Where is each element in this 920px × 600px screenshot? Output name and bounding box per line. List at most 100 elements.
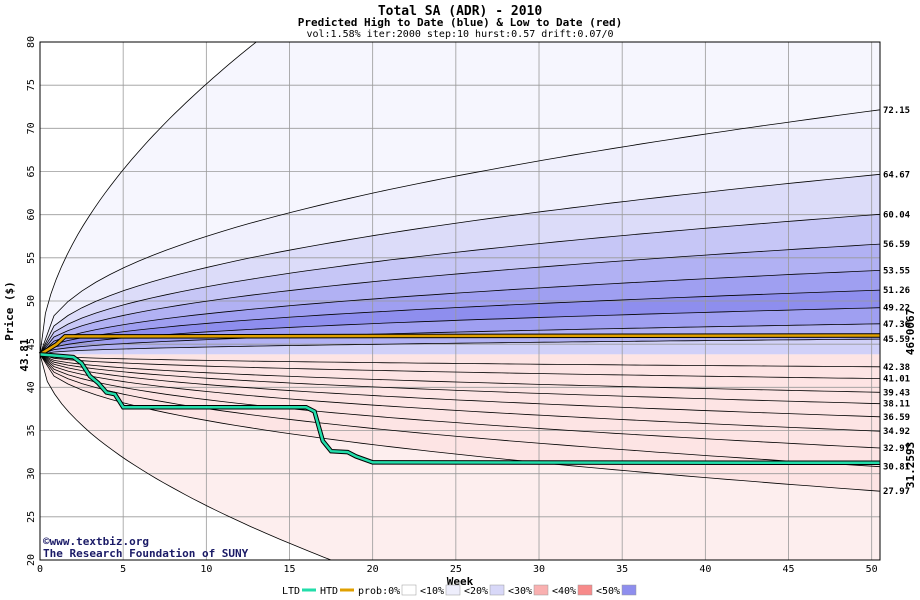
x-tick-label: 35 (616, 564, 628, 575)
x-tick-label: 10 (200, 564, 212, 575)
grid (39, 41, 880, 561)
x-tick-label: 30 (533, 564, 545, 575)
y-tick-label: 50 (26, 295, 37, 307)
band-boundary-line (39, 354, 881, 432)
band-boundary-line (39, 354, 881, 468)
y-tick-label: 20 (26, 554, 37, 566)
y-tick-label: 45 (26, 338, 37, 350)
y-tick-label: 35 (26, 424, 37, 436)
credit-site: www.textbiz.org (50, 535, 149, 548)
htd-price-label: 31.2593 (904, 442, 917, 488)
legend-label: <20% (464, 586, 488, 597)
band-boundary-line (39, 323, 881, 355)
band-end-label: 34.92 (883, 427, 910, 437)
y-tick-label: 65 (26, 165, 37, 177)
band-end-label: 42.38 (883, 363, 910, 373)
high-band (40, 270, 880, 355)
band-boundary-line (39, 41, 880, 355)
band-end-label: 47.36 (883, 320, 910, 330)
band-end-label: 72.15 (883, 106, 910, 116)
legend-label: <40% (552, 586, 576, 597)
band-boundary-line (39, 289, 881, 355)
chart-title: Total SA (ADR) - 2010 (378, 4, 543, 19)
band-boundary-line (39, 270, 881, 355)
band-boundary-line (39, 243, 881, 355)
high-band (40, 244, 880, 355)
series-lines (38, 41, 881, 561)
legend-label: prob:0% (358, 586, 400, 597)
band-end-label: 41.01 (883, 375, 910, 385)
legend-label: LTD (282, 586, 300, 597)
band-boundary-line (39, 307, 881, 355)
y-tick-label: 55 (26, 252, 37, 264)
band-end-label: 49.22 (883, 304, 910, 314)
band-end-labels: 72.15 64.67 60.04 56.59 53.55 51.26 49.22 47.36… (883, 106, 911, 497)
band-boundary-line (39, 213, 881, 355)
x-tick-label: 25 (450, 564, 462, 575)
band-boundary-line (39, 354, 880, 561)
high-band (40, 174, 880, 355)
high-band (40, 42, 880, 355)
band-end-label: 56.59 (883, 240, 910, 250)
y-axis-label: Price ($) (3, 281, 16, 341)
y-tick-label: 30 (26, 468, 37, 480)
high-band (40, 339, 880, 355)
band-boundary-line (39, 354, 881, 405)
start-price-label: 43.81 (18, 338, 31, 371)
y-tick-label: 40 (26, 381, 37, 393)
band-end-label: 53.55 (883, 266, 910, 276)
ltd-price-label: 46.0067 (904, 309, 917, 355)
legend-swatch-box (401, 584, 417, 596)
high-band (40, 323, 880, 355)
y-tick-label: 75 (26, 79, 37, 91)
legend-label: <50% (596, 586, 620, 597)
band-boundary-line (39, 354, 881, 449)
band-boundary-line (39, 173, 881, 355)
legend-label: HTD (320, 586, 338, 597)
axes: 0 5 10 15 20 25 30 35 40 45 50 20 25 30 35 40 45 50 55 60 65… (26, 36, 878, 575)
htd-series-line (39, 334, 881, 356)
legend-swatch-box (533, 584, 549, 596)
y-tick-label: 70 (26, 122, 37, 134)
x-tick-label: 45 (782, 564, 794, 575)
band-boundary-line (39, 109, 881, 355)
band-end-label: 32.97 (883, 444, 910, 454)
x-tick-label: 40 (699, 564, 711, 575)
high-band (40, 109, 880, 355)
band-boundary-line (39, 354, 881, 418)
x-tick-label: 50 (866, 564, 878, 575)
chart-params: vol:1.58% iter:2000 step:10 hurst:0.57 d… (306, 29, 613, 40)
x-tick-label: 5 (120, 564, 126, 575)
band-boundary-line (39, 354, 881, 379)
copyright-symbol: © (43, 535, 50, 548)
ltd-series-line (39, 353, 881, 465)
legend-swatch-box (621, 584, 637, 596)
high-band (40, 307, 880, 355)
band-boundary-line (39, 354, 881, 368)
band-end-label: 60.04 (883, 210, 911, 220)
svg-text:©www.textbiz.org: ©www.textbiz.org (43, 535, 149, 548)
chart-subtitle: Predicted High to Date (blue) & Low to D… (298, 16, 623, 29)
band-end-label: 64.67 (883, 170, 910, 180)
legend: LTD HTD prob:0% <10% <20% <30% <40% <50% (282, 584, 637, 597)
legend-swatch-box (577, 584, 593, 596)
legend-label: <10% (420, 586, 444, 597)
legend-label: <30% (508, 586, 532, 597)
y-tick-label: 60 (26, 209, 37, 221)
high-band (40, 290, 880, 355)
credit-org: The Research Foundation of SUNY (43, 547, 249, 560)
x-tick-label: 0 (37, 564, 43, 575)
band-boundary-line (39, 354, 881, 393)
band-end-label: 51.26 (883, 286, 910, 296)
x-tick-label: 15 (283, 564, 295, 575)
x-tick-label: 20 (367, 564, 379, 575)
band-end-label: 45.59 (883, 335, 910, 345)
y-tick-label: 25 (26, 511, 37, 523)
band-end-label: 27.97 (883, 487, 910, 497)
band-end-label: 38.11 (883, 400, 910, 410)
legend-swatch-box (489, 584, 505, 596)
band-end-label: 39.43 (883, 388, 910, 398)
band-end-label: 30.81 (883, 463, 910, 473)
band-boundary-line (39, 354, 881, 492)
